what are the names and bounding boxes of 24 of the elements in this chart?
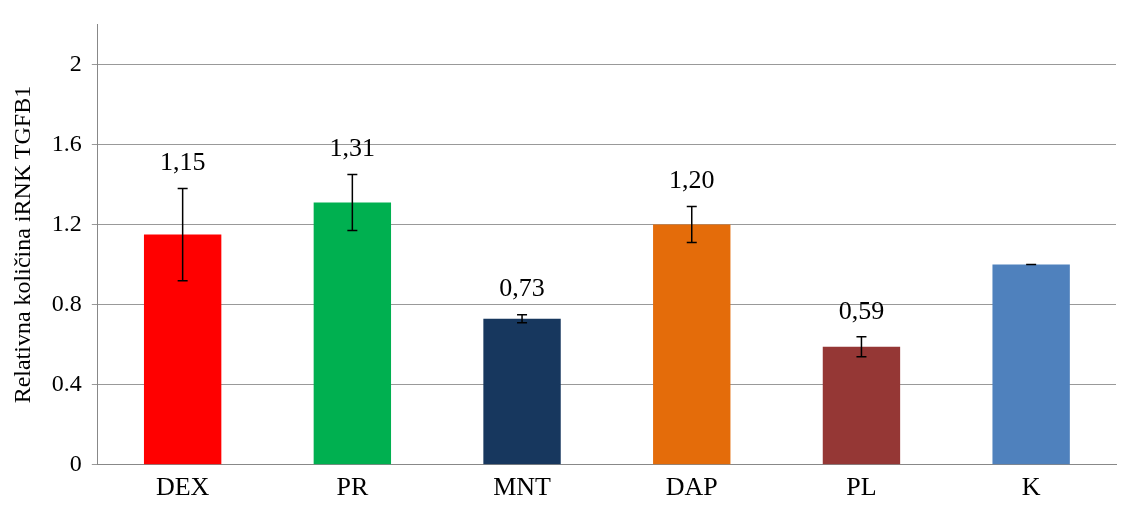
- bar: [483, 318, 561, 465]
- data-label: 0,59: [838, 295, 885, 325]
- y-tick-label: 0.4: [51, 370, 82, 397]
- bar: [143, 234, 222, 465]
- data-label: 1,15: [159, 147, 206, 177]
- bar: [822, 346, 901, 465]
- data-label: 1,31: [329, 133, 376, 163]
- y-tick-label: 1.6: [51, 129, 82, 156]
- y-tick-label: 2: [69, 49, 82, 76]
- y-tick-label: 0: [69, 450, 82, 477]
- x-tick-label: PR: [336, 472, 369, 502]
- y-axis-title: Relativna količina iRNK TGFB1: [8, 85, 35, 404]
- x-tick-label: MNT: [493, 472, 552, 502]
- bar: [313, 202, 392, 465]
- y-tick-label: 1.2: [51, 209, 82, 236]
- bar: [992, 264, 1070, 465]
- data-label: 0,73: [499, 273, 545, 303]
- x-tick-label: DEX: [155, 472, 210, 502]
- bar: [653, 224, 731, 465]
- x-tick-label: PL: [846, 472, 877, 502]
- x-tick-label: DAP: [665, 472, 718, 502]
- y-tick-label: 0.8: [51, 289, 82, 316]
- data-label: 1,20: [669, 165, 715, 195]
- x-tick-label: K: [1021, 472, 1041, 502]
